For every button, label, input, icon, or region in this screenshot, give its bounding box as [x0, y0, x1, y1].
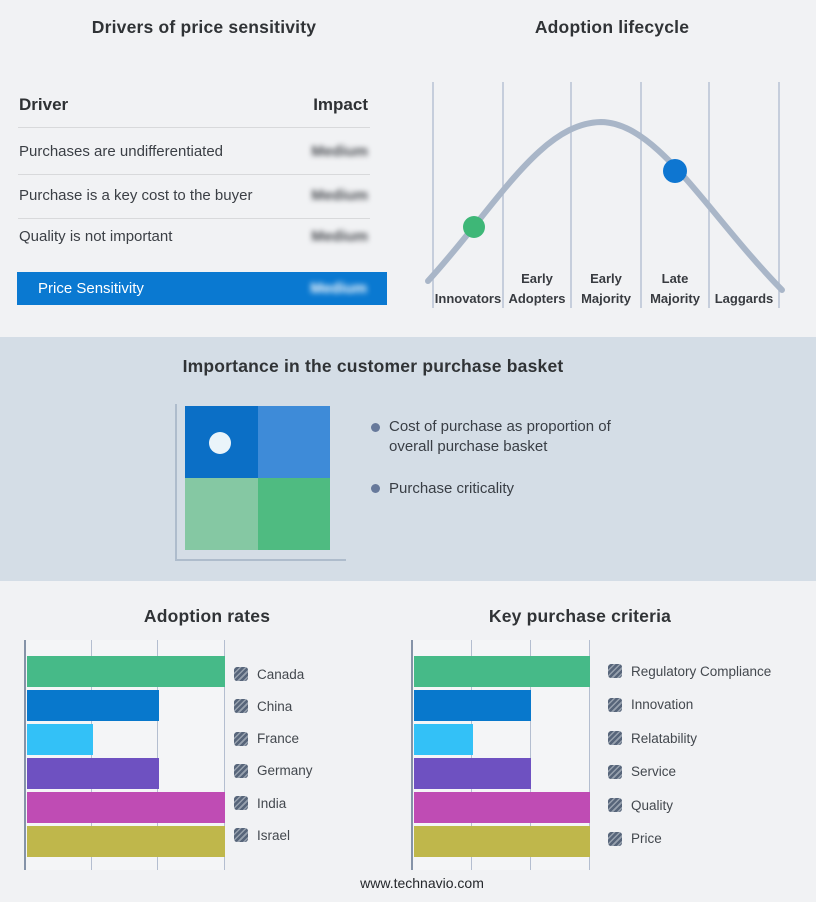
purchase-basket-title: Importance in the customer purchase bask… — [182, 356, 564, 376]
stage-label-innovators: Innovators — [434, 291, 502, 306]
bar-regulatory-compliance — [414, 656, 590, 687]
hatched-swatch-icon — [608, 697, 622, 712]
priority-matrix — [185, 406, 330, 550]
bar-canada — [27, 656, 225, 687]
legend-item: Canada — [234, 667, 313, 682]
matrix-quadrant-bottom-left — [185, 478, 258, 550]
hatched-swatch-icon — [608, 798, 622, 812]
bar-france — [27, 724, 93, 755]
bar-india — [27, 792, 225, 823]
gridline — [530, 640, 531, 870]
adoption-rates-plot — [24, 640, 225, 870]
bar-service — [414, 758, 532, 789]
table-row-impact-redacted: Medium — [311, 143, 368, 160]
hatched-swatch-icon — [234, 699, 248, 714]
bullet-item: Cost of purchase as proportion of overal… — [389, 418, 611, 455]
key-purchase-criteria-legend: Regulatory Compliance Innovation Relatab… — [608, 664, 771, 846]
legend-item: China — [234, 699, 313, 714]
table-row-driver: Purchases are undifferentiated — [19, 143, 224, 160]
table-row-driver: Quality is not important — [19, 228, 173, 245]
bar-israel — [27, 826, 225, 857]
legend-item: Relatability — [608, 731, 771, 746]
drivers-table-title: Drivers of price sensitivity — [91, 17, 317, 37]
highlight-row-label: Price Sensitivity — [38, 280, 144, 297]
table-divider — [18, 174, 370, 175]
bar-quality — [414, 792, 590, 823]
highlight-row-impact-redacted: Medium — [310, 280, 367, 297]
bar-group — [414, 656, 590, 860]
key-purchase-criteria-title: Key purchase criteria — [488, 606, 672, 626]
stage-label-late-majority: Late Majority — [650, 271, 700, 306]
lifecycle-chart — [425, 82, 785, 308]
bar-china — [27, 690, 159, 721]
bar-price — [414, 826, 590, 857]
hatched-swatch-icon — [234, 763, 248, 778]
lifecycle-title: Adoption lifecycle — [534, 17, 690, 37]
bar-relatability — [414, 724, 473, 755]
gridline — [157, 640, 158, 870]
hatched-swatch-icon — [608, 664, 622, 678]
legend-item: Israel — [234, 828, 313, 843]
innovators-marker-dot — [463, 216, 485, 238]
matrix-quadrant-top-right — [257, 406, 330, 478]
value-axis-line — [24, 640, 26, 870]
table-row-driver: Purchase is a key cost to the buyer — [19, 187, 253, 204]
hatched-swatch-icon — [234, 828, 248, 843]
website-url: www.technavio.com — [360, 875, 484, 891]
hatched-swatch-icon — [234, 667, 248, 681]
table-row-impact-redacted: Medium — [311, 228, 368, 245]
bar-group — [27, 656, 225, 860]
legend-item: Regulatory Compliance — [608, 664, 771, 679]
legend-item: Germany — [234, 763, 313, 778]
legend-item: Quality — [608, 798, 771, 813]
bar-innovation — [414, 690, 532, 721]
hatched-swatch-icon — [608, 764, 622, 779]
hatched-swatch-icon — [608, 731, 622, 745]
adoption-rates-legend: Canada China France Germany India Israel — [234, 667, 313, 843]
late-majority-marker-dot — [663, 159, 687, 183]
table-divider — [18, 127, 370, 128]
stage-label-early-majority: Early Majority — [581, 271, 631, 306]
bullet-icon — [371, 484, 380, 493]
gridline — [589, 640, 590, 870]
value-axis-line — [411, 640, 413, 870]
bullet-icon — [371, 423, 380, 432]
table-row-impact-redacted: Medium — [311, 187, 368, 204]
hatched-swatch-icon — [608, 831, 622, 846]
adoption-rates-title: Adoption rates — [143, 606, 271, 626]
bar-germany — [27, 758, 159, 789]
column-header-driver: Driver — [19, 95, 69, 114]
matrix-position-dot — [209, 432, 231, 454]
stage-label-early-adopters: Early Adopters — [508, 271, 566, 306]
stage-label-laggards: Laggards — [714, 291, 774, 306]
gridline — [224, 640, 225, 870]
price-sensitivity-highlight-row: Price Sensitivity Medium — [17, 272, 387, 305]
legend-item: India — [234, 796, 313, 811]
legend-item: Service — [608, 764, 771, 779]
matrix-quadrant-bottom-right — [257, 478, 330, 550]
purchase-basket-section: Importance in the customer purchase bask… — [0, 337, 816, 581]
hatched-swatch-icon — [234, 731, 248, 746]
legend-item: France — [234, 731, 313, 746]
column-header-impact: Impact — [313, 95, 368, 114]
lifecycle-gridlines — [432, 82, 780, 308]
gridline — [471, 640, 472, 870]
bullet-item: Purchase criticality — [389, 480, 515, 497]
table-divider — [18, 218, 370, 219]
matrix-axes — [175, 404, 346, 561]
legend-item: Innovation — [608, 697, 771, 712]
gridline — [91, 640, 92, 870]
key-purchase-criteria-plot — [411, 640, 590, 870]
hatched-swatch-icon — [234, 796, 248, 811]
legend-item: Price — [608, 831, 771, 846]
bell-curve — [425, 118, 785, 293]
